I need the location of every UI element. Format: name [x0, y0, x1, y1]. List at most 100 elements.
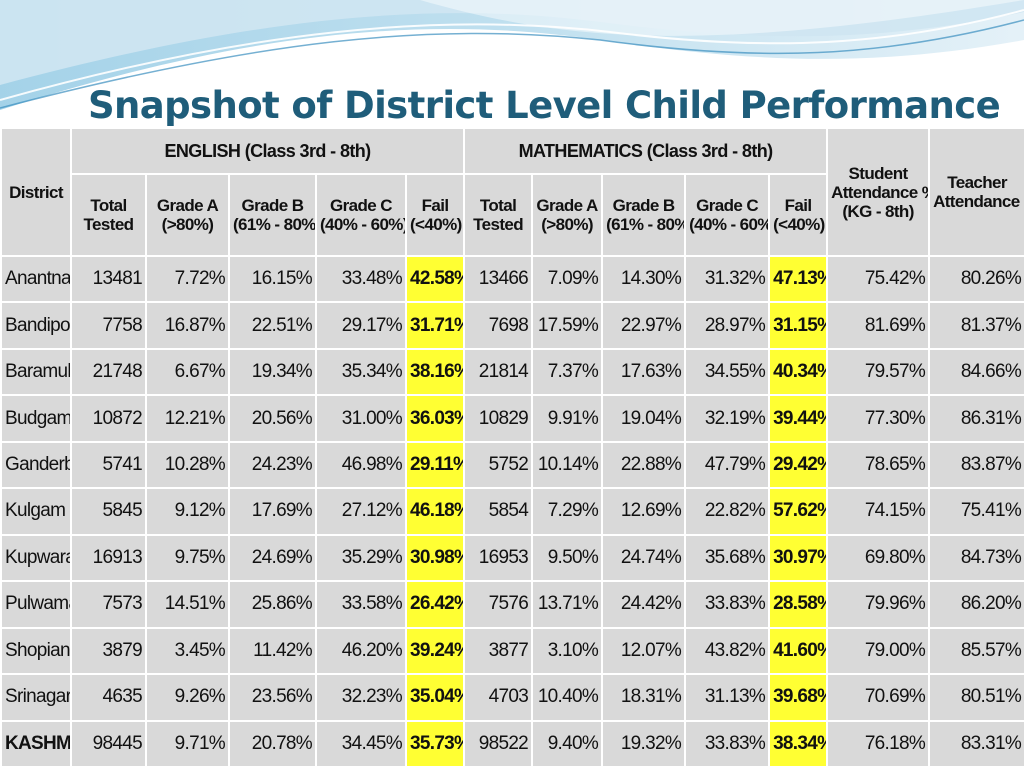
value-cell: 12.07% [601, 626, 687, 676]
value-cell: 10.28% [145, 440, 230, 490]
value-cell: 12.69% [601, 487, 687, 536]
math-subheader-3: Grade C (40% - 60%) [684, 173, 771, 257]
value-cell: 9.40% [531, 719, 604, 768]
fail-cell: 29.11% [404, 440, 466, 490]
value-cell: 4635 [70, 673, 147, 722]
fail-cell: 28.58% [768, 580, 829, 629]
fail-cell: 39.24% [404, 626, 466, 676]
value-cell: 10829 [463, 394, 534, 443]
value-cell: 21748 [70, 347, 147, 397]
value-cell: 3877 [463, 626, 534, 676]
value-cell: 33.58% [315, 580, 407, 629]
value-cell: 3.45% [145, 626, 230, 676]
value-cell: 47.79% [684, 440, 771, 490]
table-row: Anantnag134817.72%16.15%33.48%42.58%1346… [0, 254, 1024, 304]
student-attendance-header: Student Attendance % (KG - 8th) [826, 127, 931, 257]
district-cell: Pulwama [0, 580, 72, 629]
value-cell: 79.00% [826, 626, 931, 676]
value-cell: 31.32% [684, 254, 771, 304]
value-cell: 24.74% [601, 533, 687, 583]
value-cell: 81.37% [928, 301, 1024, 350]
total-row: KASHMIR984459.71%20.78%34.45%35.73%98522… [0, 719, 1024, 768]
value-cell: 83.31% [928, 719, 1024, 768]
value-cell: 7698 [463, 301, 534, 350]
value-cell: 74.15% [826, 487, 931, 536]
value-cell: 9.12% [145, 487, 230, 536]
fail-cell: 42.58% [404, 254, 466, 304]
slide-title: Snapshot of District Level Child Perform… [88, 84, 1001, 127]
district-cell: Kulgam [0, 487, 72, 536]
value-cell: 23.56% [228, 673, 317, 722]
value-cell: 9.71% [145, 719, 230, 768]
value-cell: 22.82% [684, 487, 771, 536]
table-row: Pulwama757314.51%25.86%33.58%26.42%75761… [0, 580, 1024, 629]
table-row: Srinagar46359.26%23.56%32.23%35.04%47031… [0, 673, 1024, 722]
table-row: Ganderbal574110.28%24.23%46.98%29.11%575… [0, 440, 1024, 490]
value-cell: 85.57% [928, 626, 1024, 676]
district-cell: Budgam [0, 394, 72, 443]
value-cell: 20.78% [228, 719, 317, 768]
value-cell: 70.69% [826, 673, 931, 722]
value-cell: 16.87% [145, 301, 230, 350]
fail-cell: 47.13% [768, 254, 829, 304]
math-subheader-0: Total Tested [463, 173, 534, 257]
value-cell: 24.42% [601, 580, 687, 629]
value-cell: 32.19% [684, 394, 771, 443]
math-group-header: MATHEMATICS (Class 3rd - 8th) [463, 127, 829, 175]
value-cell: 46.20% [315, 626, 407, 676]
value-cell: 13.71% [531, 580, 604, 629]
fail-cell: 39.68% [768, 673, 829, 722]
value-cell: 3.10% [531, 626, 604, 676]
value-cell: 21814 [463, 347, 534, 397]
value-cell: 7758 [70, 301, 147, 350]
value-cell: 5741 [70, 440, 147, 490]
fail-cell: 39.44% [768, 394, 829, 443]
value-cell: 29.17% [315, 301, 407, 350]
district-header: District [0, 127, 72, 257]
value-cell: 14.51% [145, 580, 230, 629]
table-row: Budgam1087212.21%20.56%31.00%36.03%10829… [0, 394, 1024, 443]
district-cell: Kupwara [0, 533, 72, 583]
fail-cell: 35.73% [404, 719, 466, 768]
value-cell: 32.23% [315, 673, 407, 722]
value-cell: 98522 [463, 719, 534, 768]
math-subheader-4: Fail (<40%) [768, 173, 829, 257]
table-row: Baramulla217486.67%19.34%35.34%38.16%218… [0, 347, 1024, 397]
value-cell: 43.82% [684, 626, 771, 676]
fail-cell: 41.60% [768, 626, 829, 676]
value-cell: 31.13% [684, 673, 771, 722]
value-cell: 19.04% [601, 394, 687, 443]
value-cell: 16913 [70, 533, 147, 583]
value-cell: 18.31% [601, 673, 687, 722]
value-cell: 17.69% [228, 487, 317, 536]
value-cell: 86.20% [928, 580, 1024, 629]
value-cell: 7576 [463, 580, 534, 629]
fail-cell: 35.04% [404, 673, 466, 722]
value-cell: 6.67% [145, 347, 230, 397]
table-row: Kulgam58459.12%17.69%27.12%46.18%58547.2… [0, 487, 1024, 536]
value-cell: 33.83% [684, 719, 771, 768]
value-cell: 13466 [463, 254, 534, 304]
value-cell: 9.26% [145, 673, 230, 722]
fail-cell: 46.18% [404, 487, 466, 536]
district-cell: Srinagar [0, 673, 72, 722]
district-cell: Ganderbal [0, 440, 72, 490]
value-cell: 75.42% [826, 254, 931, 304]
value-cell: 12.21% [145, 394, 230, 443]
table-row: Shopian38793.45%11.42%46.20%39.24%38773.… [0, 626, 1024, 676]
fail-cell: 31.71% [404, 301, 466, 350]
english-subheader-4: Fail (<40%) [404, 173, 466, 257]
value-cell: 5854 [463, 487, 534, 536]
table-row: Bandipora775816.87%22.51%29.17%31.71%769… [0, 301, 1024, 350]
english-subheader-3: Grade C (40% - 60%) [315, 173, 407, 257]
value-cell: 86.31% [928, 394, 1024, 443]
value-cell: 33.48% [315, 254, 407, 304]
value-cell: 35.29% [315, 533, 407, 583]
value-cell: 5752 [463, 440, 534, 490]
value-cell: 10872 [70, 394, 147, 443]
value-cell: 28.97% [684, 301, 771, 350]
teacher-attendance-header: Teacher Attendance % [928, 127, 1024, 257]
value-cell: 77.30% [826, 394, 931, 443]
value-cell: 10.40% [531, 673, 604, 722]
english-subheader-1: Grade A (>80%) [145, 173, 230, 257]
